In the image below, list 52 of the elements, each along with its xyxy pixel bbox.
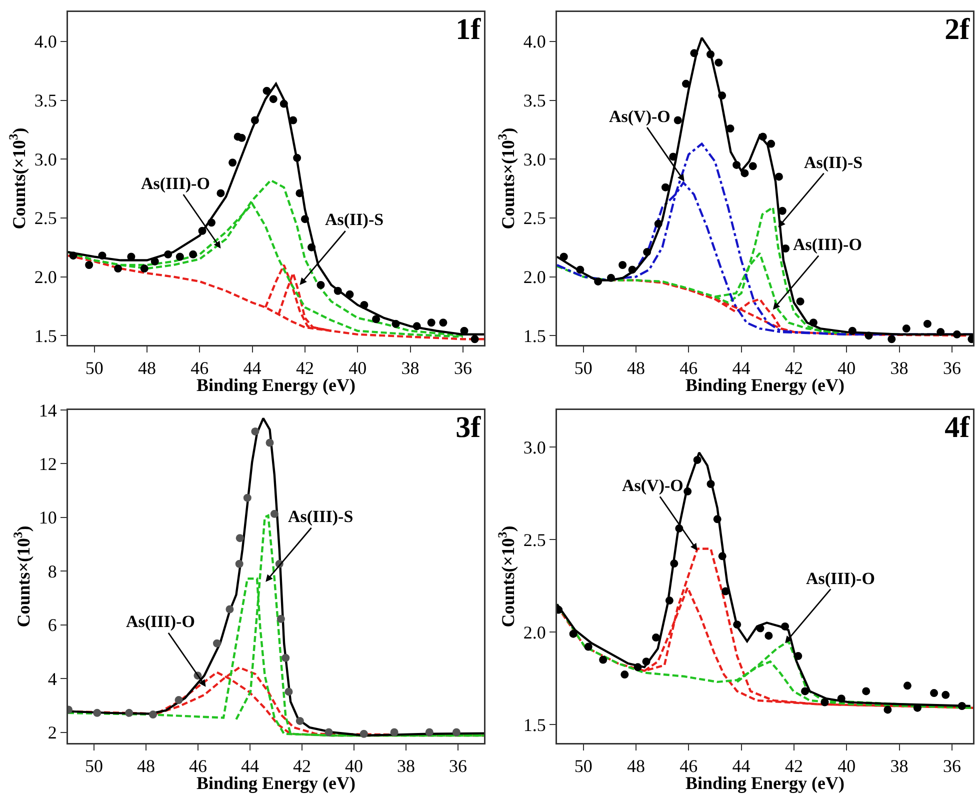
x-tick-label: 36: [942, 358, 961, 378]
x-tick-label: 38: [397, 756, 415, 776]
y-tick-label: 4: [48, 668, 57, 689]
y-tick-label: 3.0: [523, 437, 546, 458]
x-tick-label: 48: [626, 756, 645, 776]
annotation: As(III)-O: [806, 569, 875, 588]
y-tick-label: 4.0: [523, 32, 546, 52]
annotation: As(II)-S: [804, 153, 863, 172]
chart-title: 4f: [944, 410, 971, 444]
y-tick-label: 2.0: [523, 622, 546, 642]
y-tick-label: 1.5: [523, 714, 546, 735]
x-tick-label: 36: [454, 358, 472, 378]
y-tick-label: 3.0: [34, 149, 57, 170]
annotation: As(III)-O: [793, 235, 862, 254]
annotation: As(III)-S: [288, 507, 354, 526]
y-tick-label: 6: [48, 615, 57, 636]
y-tick-label: 2.0: [523, 267, 546, 288]
y-tick-label: 2.0: [34, 267, 57, 288]
annotation: As(V)-O: [622, 476, 684, 495]
y-tick-label: 4.0: [34, 32, 57, 52]
x-tick-label: 50: [85, 756, 103, 776]
chart-title: 3f: [456, 410, 482, 444]
y-tick-label: 2.5: [523, 208, 546, 228]
y-tick-label: 2: [48, 722, 57, 743]
x-tick-label: 36: [449, 756, 467, 776]
chart-title: 1f: [456, 12, 482, 46]
y-tick-label: 14: [38, 400, 57, 420]
annotation: As(III)-O: [141, 174, 210, 193]
x-tick-label: 38: [890, 358, 908, 378]
y-tick-label: 3.0: [523, 149, 546, 170]
x-tick-label: 50: [574, 756, 592, 776]
x-tick-label: 48: [626, 358, 645, 378]
x-tick-label: 48: [137, 756, 155, 776]
annotation: As(III)-O: [126, 612, 195, 631]
y-tick-label: 1.5: [34, 326, 57, 346]
chart-title: 2f: [944, 12, 971, 46]
x-tick-label: 38: [890, 756, 908, 776]
annotation: As(II)-S: [325, 210, 384, 229]
x-tick-label: 36: [942, 756, 961, 776]
y-tick-label: 1.5: [523, 326, 546, 346]
y-tick-label: 2.5: [34, 208, 57, 228]
y-tick-label: 3.5: [523, 90, 546, 111]
x-tick-label: 50: [574, 358, 592, 378]
x-tick-label: 50: [85, 358, 104, 378]
y-tick-label: 12: [38, 454, 57, 474]
x-tick-label: 48: [138, 358, 156, 378]
y-tick-label: 8: [48, 561, 57, 582]
x-tick-label: 38: [401, 358, 420, 378]
y-tick-label: 10: [38, 508, 57, 528]
y-tick-label: 3.5: [34, 90, 57, 111]
y-tick-label: 2.5: [523, 530, 546, 550]
annotation: As(V)-O: [609, 107, 670, 126]
